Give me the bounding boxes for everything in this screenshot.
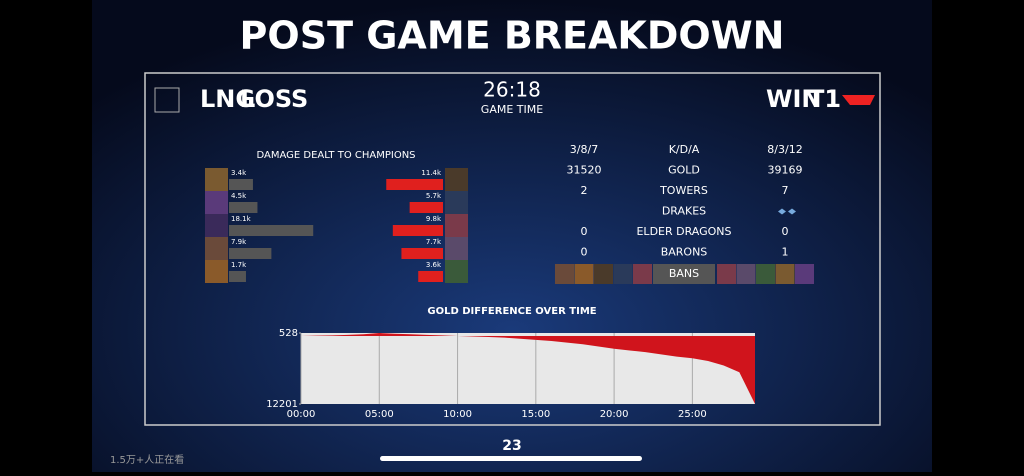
damage-bar	[229, 179, 253, 190]
champion-portrait	[205, 214, 228, 237]
ban-portrait	[555, 264, 574, 284]
stat-label: K/D/A	[669, 143, 700, 156]
right-team: T1	[808, 85, 841, 113]
worlds-logo: 23	[502, 438, 521, 454]
champion-portrait	[205, 191, 228, 214]
stat-right: 1	[782, 246, 789, 259]
stat-label: ELDER DRAGONS	[636, 225, 731, 238]
x-tick-label: 10:00	[443, 409, 472, 420]
champion-portrait	[205, 237, 228, 260]
damage-bar	[229, 225, 314, 236]
viewer-count: 1.5万+人正在看	[110, 453, 184, 466]
right-result: WIN	[766, 85, 822, 113]
damage-label: 1.7k	[231, 261, 247, 269]
damage-label: 7.7k	[426, 238, 442, 246]
game-time: 26:18	[483, 78, 541, 102]
page-title: POST GAME BREAKDOWN	[240, 14, 785, 58]
game-time-label: GAME TIME	[481, 103, 543, 116]
home-indicator	[380, 456, 642, 461]
damage-label: 9.8k	[426, 215, 442, 223]
y-tick-label: 12201	[266, 399, 298, 410]
damage-bar	[401, 248, 443, 259]
damage-bar	[229, 248, 272, 259]
damage-label: 4.5k	[231, 192, 247, 200]
x-tick-label: 20:00	[600, 409, 629, 420]
t1-logo	[842, 95, 875, 105]
damage-title: DAMAGE DEALT TO CHAMPIONS	[256, 150, 415, 161]
stat-label: DRAKES	[662, 205, 706, 218]
champion-portrait	[445, 214, 468, 237]
stat-left: 2	[581, 184, 588, 197]
damage-bar	[392, 225, 443, 236]
drake-icon	[778, 208, 786, 215]
stat-right: 7	[782, 184, 789, 197]
ban-portrait	[736, 264, 756, 284]
ban-portrait	[717, 264, 736, 284]
champion-portrait	[445, 168, 468, 191]
left-result: LOSS	[240, 85, 308, 113]
champion-portrait	[205, 168, 228, 191]
champion-portrait	[445, 260, 468, 283]
ban-portrait	[594, 264, 613, 284]
ban-portrait	[756, 264, 775, 284]
damage-bar	[229, 271, 246, 282]
stat-left: 31520	[567, 164, 602, 177]
stat-right: 0	[782, 225, 789, 238]
stat-left: 0	[581, 246, 588, 259]
lng-logo	[154, 87, 180, 113]
stat-label: TOWERS	[659, 184, 708, 197]
stat-left: 0	[581, 225, 588, 238]
ban-portrait	[633, 264, 652, 284]
stat-label: GOLD	[668, 164, 700, 177]
stat-left: 3/8/7	[570, 143, 598, 156]
champion-portrait	[445, 191, 468, 214]
stat-right: 8/3/12	[767, 143, 802, 156]
damage-bar	[386, 179, 443, 190]
champion-portrait	[445, 237, 468, 260]
champion-portrait	[205, 260, 228, 283]
y-tick-label: 528	[279, 328, 298, 339]
damage-label: 7.9k	[231, 238, 247, 246]
damage-label: 11.4k	[421, 169, 442, 177]
gold-title: GOLD DIFFERENCE OVER TIME	[427, 306, 596, 317]
x-tick-label: 05:00	[365, 409, 394, 420]
ban-portrait	[775, 264, 795, 284]
damage-bar	[418, 271, 443, 282]
stat-right: 39169	[768, 164, 803, 177]
gold-area	[301, 333, 755, 404]
x-tick-label: 00:00	[287, 409, 316, 420]
bans-label: BANS	[669, 267, 699, 280]
x-tick-label: 25:00	[678, 409, 707, 420]
x-tick-label: 15:00	[521, 409, 550, 420]
damage-bar	[229, 202, 258, 213]
bans-box	[653, 264, 715, 284]
drake-icon	[788, 208, 796, 215]
damage-label: 18.1k	[231, 215, 252, 223]
ban-portrait	[574, 264, 594, 284]
left-team: LNG	[200, 85, 255, 113]
panel	[144, 72, 881, 426]
damage-label: 3.4k	[231, 169, 247, 177]
damage-label: 3.6k	[426, 261, 442, 269]
ban-portrait	[613, 264, 633, 284]
damage-label: 5.7k	[426, 192, 442, 200]
stat-label: BARONS	[661, 246, 708, 259]
damage-bar	[409, 202, 443, 213]
ban-portrait	[795, 264, 814, 284]
